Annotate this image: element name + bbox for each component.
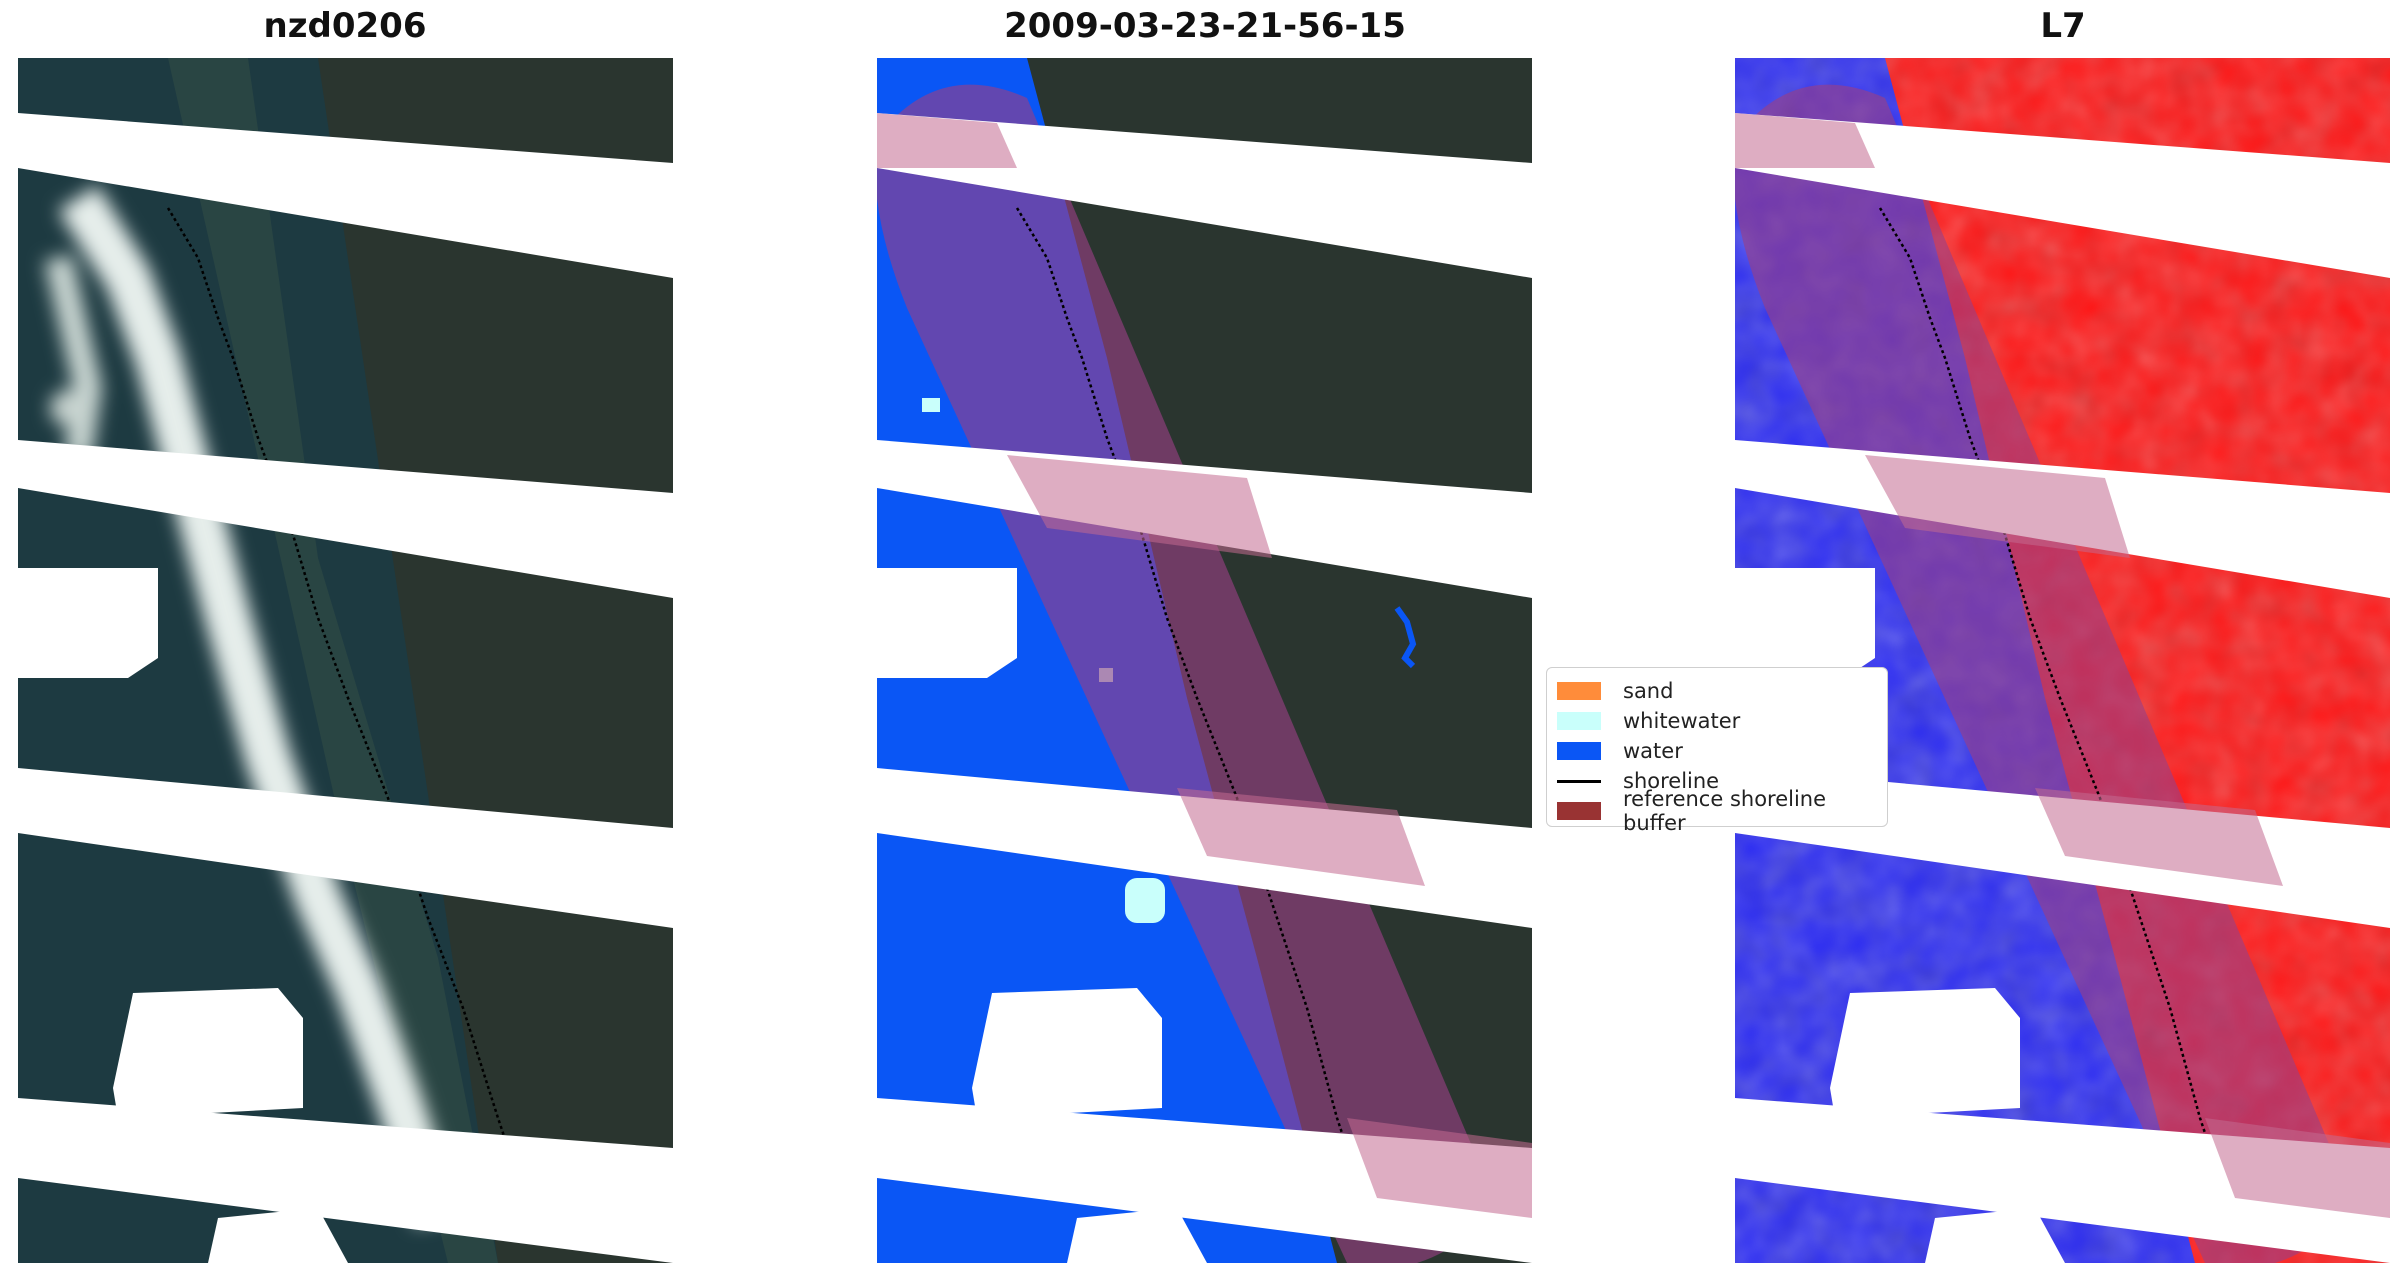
reference-shoreline-buffer bbox=[877, 84, 1481, 1263]
legend-item-shoreline: shoreline bbox=[1557, 766, 1877, 796]
panel-title-index: L7 bbox=[2040, 6, 2086, 46]
water-index-image bbox=[1735, 58, 2390, 1263]
reference-shoreline-buffer bbox=[1735, 84, 2339, 1263]
rgb-satellite-image bbox=[18, 58, 673, 1263]
legend-item-buffer: reference shoreline buffer bbox=[1557, 787, 1877, 835]
shoreline bbox=[1015, 207, 1369, 1209]
shoreline bbox=[1878, 207, 2232, 1209]
legend-item-whitewater: whitewater bbox=[1557, 706, 1877, 736]
legend-swatch-sand bbox=[1557, 682, 1601, 700]
legend-swatch-water bbox=[1557, 742, 1601, 760]
surf-zone bbox=[44, 185, 460, 1226]
classified-image bbox=[877, 58, 1532, 1263]
legend-item-sand: sand bbox=[1557, 676, 1877, 706]
legend-label-water: water bbox=[1623, 739, 1683, 763]
legend-swatch-whitewater bbox=[1557, 712, 1601, 730]
legend-item-water: water bbox=[1557, 736, 1877, 766]
legend-label-shoreline: shoreline bbox=[1623, 769, 1720, 793]
panel-title-rgb: nzd0206 bbox=[263, 6, 427, 46]
legend-swatch-buffer bbox=[1557, 802, 1601, 820]
legend-line-shoreline bbox=[1557, 779, 1601, 783]
whitewater-class bbox=[1125, 878, 1165, 923]
legend-label-buffer: reference shoreline buffer bbox=[1623, 787, 1827, 835]
no-data-stripes bbox=[18, 113, 673, 1263]
legend: sand whitewater water shoreline referenc… bbox=[1546, 667, 1888, 835]
index-image-panel bbox=[1735, 58, 2390, 1263]
panel-title-classified: 2009-03-23-21-56-15 bbox=[1004, 6, 1406, 46]
legend-label-whitewater: whitewater bbox=[1623, 709, 1741, 733]
classified-image-panel bbox=[877, 58, 1532, 1263]
legend-label-sand: sand bbox=[1623, 679, 1674, 703]
rgb-image-panel bbox=[18, 58, 673, 1263]
shoreline bbox=[166, 207, 530, 1209]
